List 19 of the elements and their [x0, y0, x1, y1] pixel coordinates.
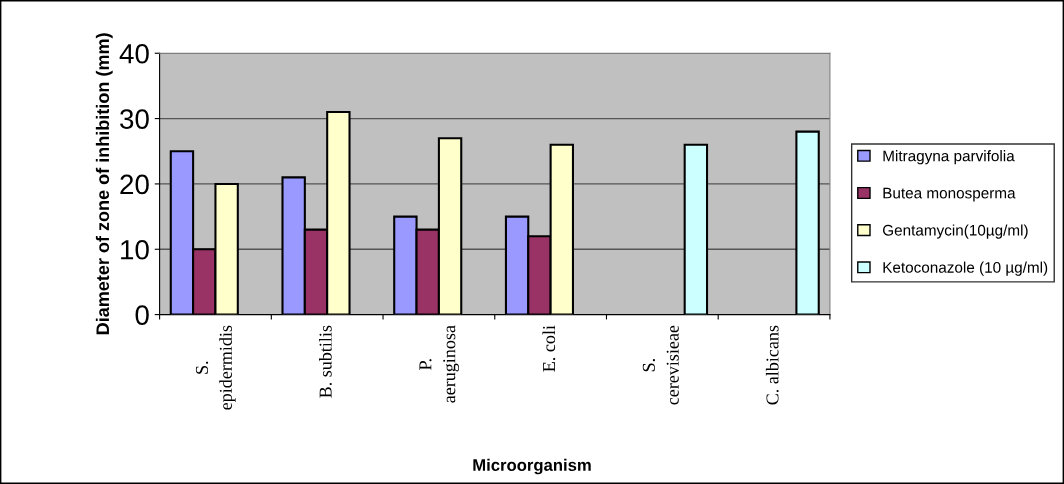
bar: [795, 130, 820, 315]
y-tick-label: 10: [121, 239, 149, 260]
x-tick-label: B. subtilis: [318, 325, 332, 398]
legend-label: Ketoconazole (10 µg/ml): [883, 261, 1048, 276]
y-tick-label: 20: [120, 174, 149, 195]
x-tick-label: S. epidermidis: [195, 325, 236, 410]
x-tick-label: S. cerevisieae: [642, 325, 679, 405]
x-tick-label: C. albicans: [765, 325, 779, 405]
legend-label: Gentamycin(10µg/ml): [882, 224, 1028, 239]
x-tick-label: E. coli: [542, 325, 556, 372]
bar: [683, 143, 709, 315]
y-tick-label: 30: [120, 109, 149, 129]
y-axis-title: Diameter of zone of inhibition (mm): [95, 33, 113, 335]
x-tick-label: P. aeruginosa: [419, 325, 460, 403]
legend-label: Mitragyna parvifolia: [883, 150, 1015, 165]
y-tick-label: 40: [119, 43, 149, 64]
legend-label: Butea monosperma: [883, 187, 1016, 202]
x-axis-title: Microorganism: [473, 458, 591, 475]
y-tick-label: 0: [135, 305, 149, 325]
